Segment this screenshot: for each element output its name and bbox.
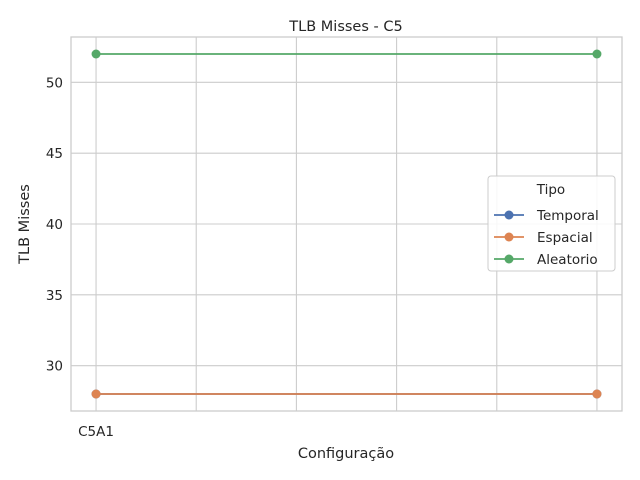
data-point xyxy=(91,49,101,59)
y-tick-label: 35 xyxy=(46,288,63,304)
data-point xyxy=(592,389,602,399)
legend-label: Aleatorio xyxy=(537,252,598,268)
legend-marker xyxy=(504,232,514,242)
legend-box xyxy=(487,175,616,272)
plot-frame xyxy=(70,36,623,412)
legend: Tipo Temporal Espacial Aleatorio xyxy=(487,175,616,272)
y-tick-label: 45 xyxy=(46,146,63,162)
data-point xyxy=(91,389,101,399)
legend-item: Aleatorio xyxy=(494,252,598,268)
y-tick-label: 30 xyxy=(46,359,63,375)
legend-item: Temporal xyxy=(494,208,599,224)
x-axis-title: Configuração xyxy=(298,446,394,462)
legend-label: Espacial xyxy=(537,230,593,246)
legend-marker xyxy=(504,210,514,220)
y-axis-title: TLB Misses xyxy=(17,184,33,265)
tick-labels: 30 35 40 45 50 C5A1 xyxy=(46,75,114,440)
legend-label: Temporal xyxy=(536,208,599,224)
legend-title: Tipo xyxy=(536,182,565,198)
y-tick-label: 40 xyxy=(46,217,63,233)
series-layer xyxy=(91,49,602,399)
series-aleatorio xyxy=(91,49,602,59)
legend-marker xyxy=(504,254,514,264)
x-tick-label: C5A1 xyxy=(78,424,114,440)
legend-items: Temporal Espacial Aleatorio xyxy=(494,208,599,268)
grid xyxy=(71,37,622,411)
legend-item: Espacial xyxy=(494,230,593,246)
data-point xyxy=(592,49,602,59)
chart-title: TLB Misses - C5 xyxy=(288,19,402,35)
y-tick-label: 50 xyxy=(46,75,63,91)
series-espacial xyxy=(91,389,602,399)
